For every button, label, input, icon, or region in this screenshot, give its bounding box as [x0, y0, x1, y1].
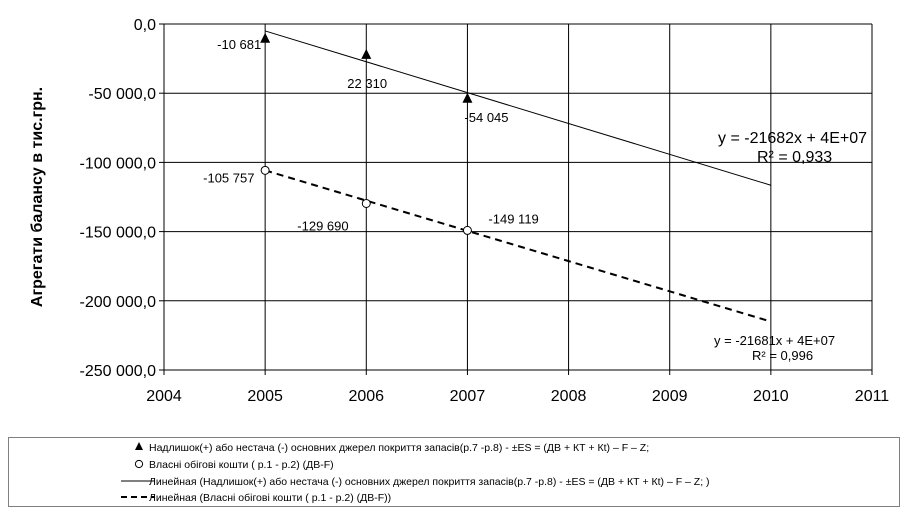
trendline-equation-1: y = -21682x + 4E+07 [718, 130, 867, 147]
trendlines [264, 30, 772, 323]
circle-marker [361, 198, 371, 208]
trendline-equations: y = -21682x + 4E+07 R² = 0,933 y = -21681x… [714, 130, 867, 363]
legend-label-trend-1: Линейная (Надлишок(+) або нестача (-) ос… [149, 476, 710, 488]
y-tick-label: -100 000,0 [79, 155, 156, 172]
legend: Надлишок(+) або нестача (-) основних дже… [8, 437, 900, 507]
y-tick-label: -150 000,0 [79, 225, 156, 242]
y-tick-label: -50 000,0 [88, 86, 156, 103]
data-marks [260, 32, 473, 235]
y-tick-label: -250 000,0 [79, 363, 156, 380]
x-tick-label: 2008 [551, 388, 587, 405]
x-tick-label: 2010 [753, 388, 789, 405]
triangle-marker-icon [135, 442, 143, 450]
y-axis-title: Агрегати балансу в тис.грн. [29, 87, 46, 307]
data-label: -54 045 [464, 110, 508, 125]
tick-labels: 0,0 -50 000,0 -100 000,0 -150 000,0 -200 000… [79, 17, 889, 405]
plot-area [164, 24, 872, 370]
solid-line-icon [121, 480, 155, 482]
triangle-marker [462, 92, 473, 103]
circle-marker [462, 225, 472, 235]
legend-label-trend-2: Линейная (Власні обігові кошти ( р.1 - р… [149, 492, 392, 504]
x-tick-label: 2009 [652, 388, 688, 405]
y-tick-label: -200 000,0 [79, 294, 156, 311]
triangle-marker [260, 32, 271, 43]
axes [159, 23, 873, 375]
trendline-r2-1: R² = 0,933 [757, 149, 832, 166]
circle-marker [260, 165, 270, 175]
trendline-2 [264, 169, 772, 323]
x-tick-label: 2005 [247, 388, 283, 405]
data-label: 22 310 [347, 76, 387, 91]
data-label: -105 757 [203, 170, 254, 185]
x-tick-label: 2006 [348, 388, 384, 405]
circle-marker-icon [134, 459, 144, 469]
data-label: -149 119 [488, 211, 538, 226]
legend-label-series-2: Власні обігові кошти ( р.1 - р.2) (ДВ-F) [149, 459, 334, 471]
data-labels: -10 681 22 310 -54 045 -105 757 -129 690 -149… [203, 37, 539, 234]
triangle-marker [361, 48, 372, 59]
trendline-equation-2: y = -21681x + 4E+07 [714, 333, 835, 348]
data-label: -10 681 [217, 37, 261, 52]
grid [163, 23, 873, 371]
x-tick-label: 2004 [146, 388, 182, 405]
x-tick-label: 2007 [450, 388, 486, 405]
x-tick-label: 2011 [855, 388, 890, 405]
trendline-r2-2: R² = 0,996 [752, 348, 813, 363]
trendline-1 [264, 30, 772, 186]
dashed-line-icon [121, 496, 155, 498]
y-tick-label: 0,0 [134, 17, 156, 34]
data-label: -129 690 [297, 218, 348, 233]
legend-label-series-1: Надлишок(+) або нестача (-) основних дже… [149, 442, 650, 454]
